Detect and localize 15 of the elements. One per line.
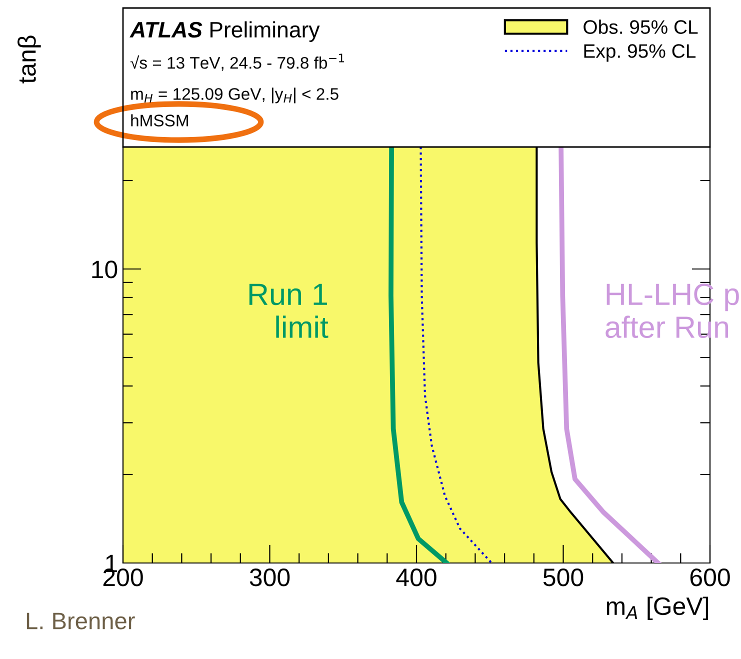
y-tick-label: 10 [92, 260, 118, 278]
y-axis-title: tanβ [18, 36, 41, 84]
x-axis-title: m$_{A}$ [GeV] [606, 596, 708, 620]
text: Run 1 limit [249, 284, 328, 338]
chart-title: ATLAS Preliminary [130, 21, 320, 42]
x-tick-label: 500 [543, 568, 584, 586]
x-tick-label: 400 [396, 568, 436, 586]
text: hMSSM [131, 114, 188, 126]
legend-label: Exp. 95% CL [584, 44, 696, 62]
text: √s = 13 TeV, 24.5 - 79.8 fb$^{−1}$ [130, 54, 344, 71]
x-tick-label: 600 [690, 568, 730, 586]
text: m$_{H}$ = 125.09 GeV, |y$_{H}$| < 2.5 [131, 88, 338, 104]
x-tick-label: 300 [250, 568, 290, 586]
text: L. Brenner [26, 612, 135, 630]
legend-label: Obs. 95% CL [584, 20, 698, 34]
